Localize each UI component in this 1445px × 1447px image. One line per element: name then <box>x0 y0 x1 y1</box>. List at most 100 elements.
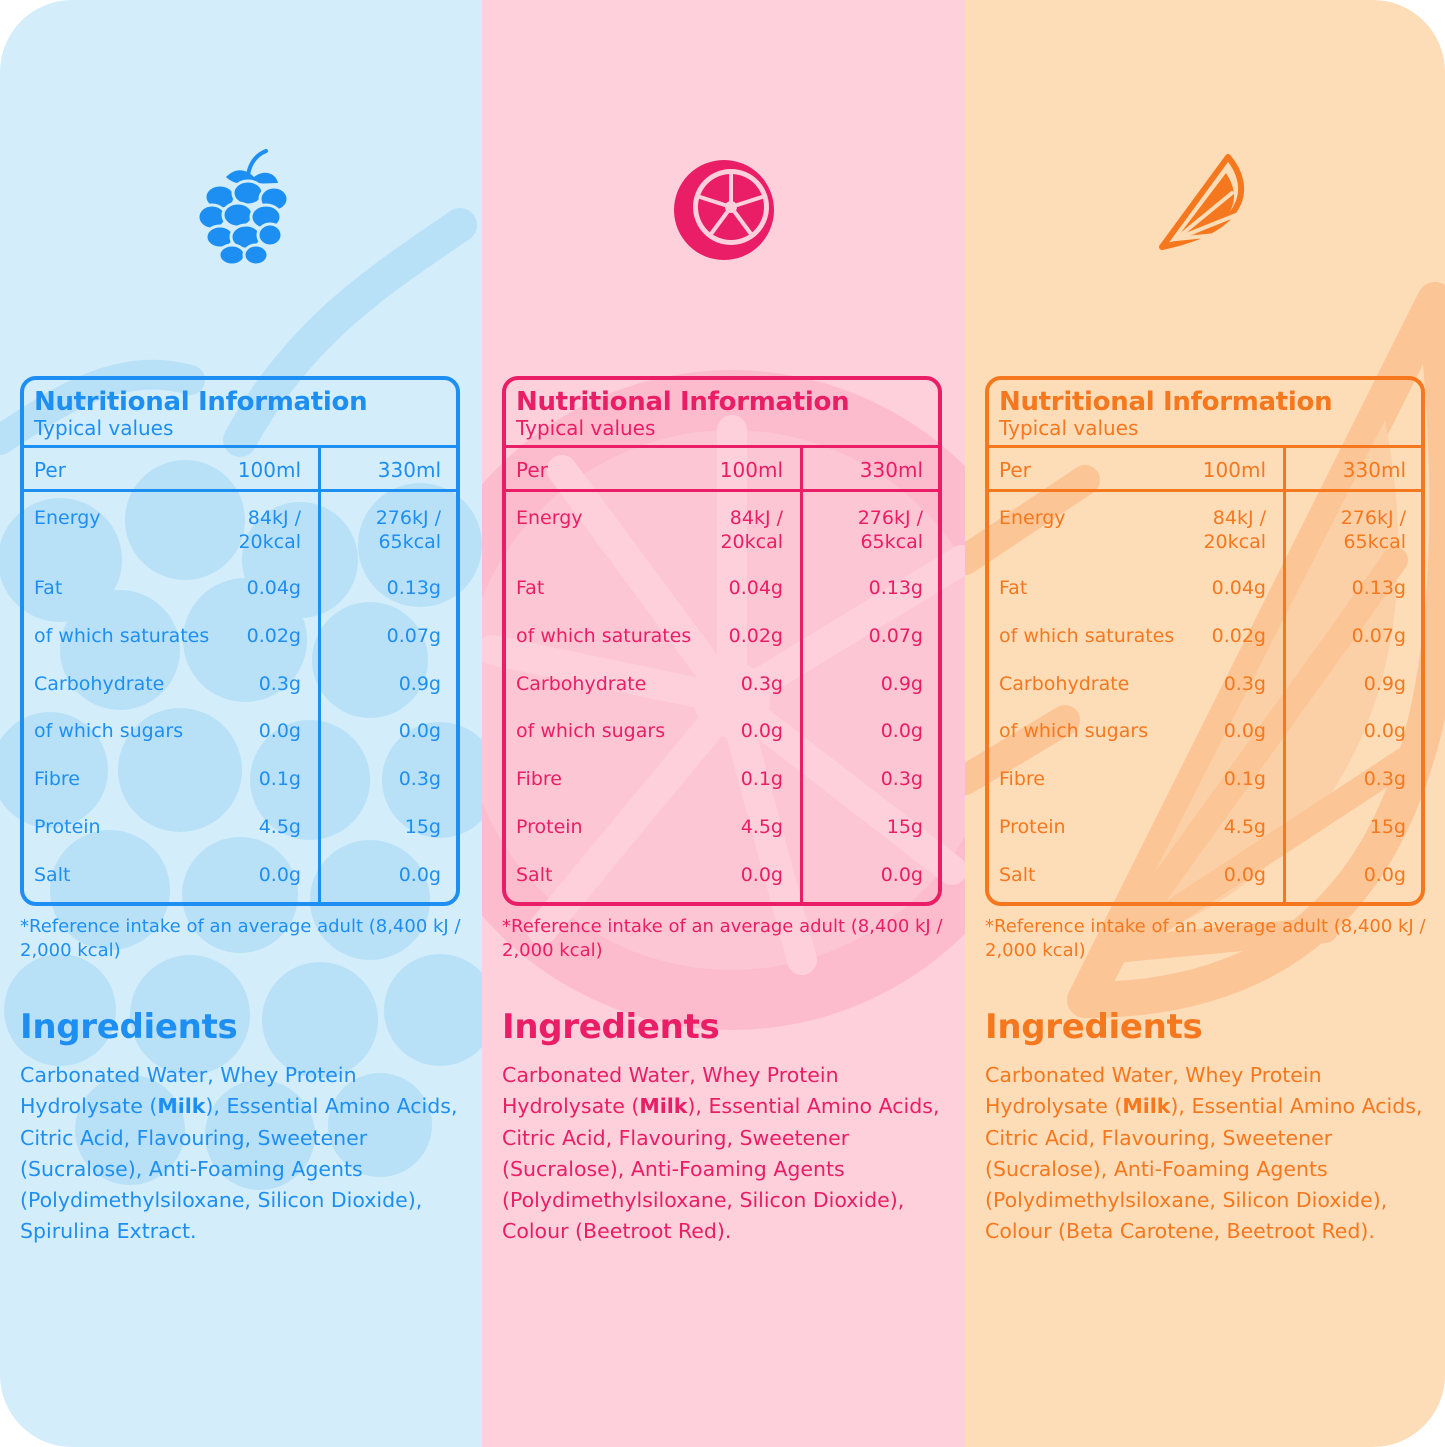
nutrition-table: Nutritional Information Typical values P… <box>20 376 460 906</box>
ingredients-part: Carbonated Water, Whey Protein Hydrolysa… <box>985 1063 1322 1119</box>
column-headers: Per 100ml 330ml <box>506 448 938 492</box>
row-value-100ml: 4.5g <box>258 816 301 838</box>
reference-intake-footnote: *Reference intake of an average adult (8… <box>502 916 943 961</box>
ingredients-text: Carbonated Water, Whey Protein Hydrolysa… <box>985 1060 1435 1248</box>
table-title: Nutritional Information <box>516 387 850 417</box>
reference-intake-footnote: *Reference intake of an average adult (8… <box>20 916 461 961</box>
row-value-330ml: 0.3g <box>398 768 441 790</box>
col-330ml: 330ml <box>859 458 923 482</box>
ingredients-heading: Ingredients <box>502 1007 720 1047</box>
ingredients-text: Carbonated Water, Whey Protein Hydrolysa… <box>502 1060 952 1248</box>
col-per: Per <box>516 458 548 482</box>
row-value-100ml: 4.5g <box>1223 816 1266 838</box>
row-value-100ml: 0.1g <box>258 768 301 790</box>
reference-intake-footnote: *Reference intake of an average adult (8… <box>985 916 1426 961</box>
row-value-330ml: 0.13g <box>1351 577 1406 599</box>
orange-slice-icon <box>1140 145 1270 275</box>
row-value-100ml: 0.02g <box>1211 625 1266 647</box>
row-value-330ml: 0.13g <box>868 577 923 599</box>
col-per: Per <box>34 458 66 482</box>
row-value-100ml: 0.3g <box>258 673 301 695</box>
table-subtitle: Typical values <box>34 416 174 440</box>
allergen-milk: Milk <box>157 1094 206 1119</box>
col-330ml: 330ml <box>377 458 441 482</box>
allergen-milk: Milk <box>639 1094 688 1119</box>
row-value-330ml: 0.0g <box>398 720 441 742</box>
row-label: of which saturates <box>34 625 210 647</box>
row-label: Energy <box>516 507 583 529</box>
row-value-100ml: 0.0g <box>1223 864 1266 886</box>
row-value-330ml: 0.0g <box>880 864 923 886</box>
col-per: Per <box>999 458 1031 482</box>
table-title: Nutritional Information <box>999 387 1333 417</box>
ingredients-part: ), Essential Amino Acids, Citric Acid, F… <box>985 1094 1423 1244</box>
row-label: Energy <box>999 507 1066 529</box>
row-value-330ml: 15g <box>404 816 441 838</box>
row-label: of which saturates <box>999 625 1175 647</box>
row-label: Salt <box>999 864 1036 886</box>
row-value-330ml: 0.9g <box>398 673 441 695</box>
row-value-330ml: 0.0g <box>1363 720 1406 742</box>
row-label: of which sugars <box>999 720 1149 742</box>
row-value-330ml: 0.0g <box>880 720 923 742</box>
row-label: Fibre <box>516 768 562 790</box>
row-value-330ml: 15g <box>886 816 923 838</box>
column-divider <box>1283 448 1286 902</box>
nutrition-table: Nutritional Information Typical values P… <box>502 376 942 906</box>
row-value-100ml: 0.0g <box>258 864 301 886</box>
row-value-330ml: 0.13g <box>386 577 441 599</box>
row-value-100ml: 0.0g <box>258 720 301 742</box>
ingredients-text: Carbonated Water, Whey Protein Hydrolysa… <box>20 1060 470 1248</box>
row-label: Fat <box>999 577 1028 599</box>
row-value-100ml: 0.04g <box>1211 577 1266 599</box>
row-value-330ml: 0.07g <box>1351 625 1406 647</box>
row-value-330ml: 276kJ / 65kcal <box>1340 507 1406 553</box>
row-label: of which sugars <box>34 720 184 742</box>
row-value-330ml: 0.3g <box>1363 768 1406 790</box>
table-header: Nutritional Information Typical values <box>24 380 456 448</box>
table-subtitle: Typical values <box>516 416 656 440</box>
table-body: Energy 84kJ / 20kcal 276kJ / 65kcal Fat 0.0… <box>506 492 938 902</box>
row-label: of which sugars <box>516 720 666 742</box>
row-value-100ml: 84kJ / 20kcal <box>238 507 301 553</box>
row-label: Fibre <box>999 768 1045 790</box>
row-label: Carbohydrate <box>516 673 647 695</box>
row-label: Salt <box>516 864 553 886</box>
row-value-100ml: 0.02g <box>728 625 783 647</box>
table-title: Nutritional Information <box>34 387 368 417</box>
row-value-100ml: 0.3g <box>1223 673 1266 695</box>
table-header: Nutritional Information Typical values <box>989 380 1421 448</box>
table-body: Energy 84kJ / 20kcal 276kJ / 65kcal Fat 0.0… <box>24 492 456 902</box>
row-value-330ml: 15g <box>1369 816 1406 838</box>
row-value-330ml: 0.07g <box>386 625 441 647</box>
ingredients-heading: Ingredients <box>20 1007 238 1047</box>
row-value-100ml: 0.1g <box>740 768 783 790</box>
ingredients-heading: Ingredients <box>985 1007 1203 1047</box>
row-label: Fat <box>516 577 545 599</box>
row-label: Carbohydrate <box>999 673 1130 695</box>
row-value-100ml: 0.0g <box>1223 720 1266 742</box>
row-value-330ml: 0.3g <box>880 768 923 790</box>
row-value-100ml: 84kJ / 20kcal <box>1203 507 1266 553</box>
col-100ml: 100ml <box>237 458 301 482</box>
column-divider <box>800 448 803 902</box>
column-headers: Per 100ml 330ml <box>24 448 456 492</box>
row-value-330ml: 0.9g <box>880 673 923 695</box>
ingredients-part: ), Essential Amino Acids, Citric Acid, F… <box>20 1094 458 1244</box>
row-value-100ml: 0.02g <box>246 625 301 647</box>
row-label: of which saturates <box>516 625 692 647</box>
column-headers: Per 100ml 330ml <box>989 448 1421 492</box>
row-label: Fibre <box>34 768 80 790</box>
row-value-100ml: 0.1g <box>1223 768 1266 790</box>
nutrition-table: Nutritional Information Typical values P… <box>985 376 1425 906</box>
row-value-330ml: 0.07g <box>868 625 923 647</box>
panel-raspberry: Nutritional Information Typical values P… <box>0 0 482 1447</box>
row-value-330ml: 0.9g <box>1363 673 1406 695</box>
col-100ml: 100ml <box>1202 458 1266 482</box>
row-value-330ml: 0.0g <box>1363 864 1406 886</box>
panel-grapefruit: Nutritional Information Typical values P… <box>482 0 965 1447</box>
table-subtitle: Typical values <box>999 416 1139 440</box>
panel-orange: Nutritional Information Typical values P… <box>965 0 1445 1447</box>
row-value-100ml: 0.0g <box>740 864 783 886</box>
